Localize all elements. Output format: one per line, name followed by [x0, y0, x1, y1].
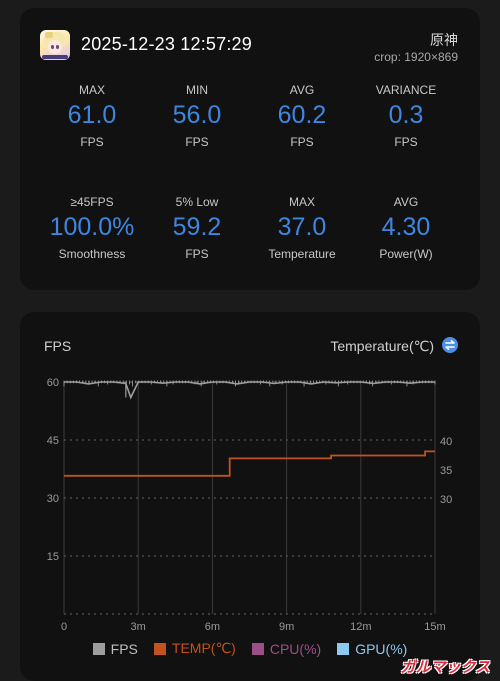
stat-unit: FPS — [80, 135, 104, 149]
game-title: 原神 — [430, 32, 458, 48]
stat-value: 59.2 — [172, 213, 222, 241]
x-tick-label: 3m — [131, 621, 146, 633]
stat-min-fps: MIN 56.0 FPS — [145, 82, 249, 150]
stat-value: 56.0 — [172, 101, 222, 129]
y-left-tick-label: 60 — [47, 377, 59, 389]
stat-label: AVG — [289, 83, 315, 97]
stat-label: MAX — [288, 195, 315, 209]
chart-card: FPS Temperature(℃) 0 3m 6m 9m 12m 15m 15 30 45 60… — [20, 312, 480, 681]
stat-5pct-low: 5% Low 59.2 FPS — [145, 194, 249, 262]
stat-value: 4.30 — [381, 213, 431, 241]
stat-unit: FPS — [185, 247, 209, 261]
x-tick-label: 0 — [61, 621, 67, 633]
x-tick-label: 12m — [350, 621, 371, 633]
legend-swatch — [92, 642, 105, 655]
temperature-series-line — [64, 450, 435, 477]
legend-label: CPU(%) — [269, 640, 322, 657]
legend-label: FPS — [110, 640, 138, 657]
stat-label: ≥45FPS — [70, 195, 114, 209]
stat-value: 60.2 — [277, 101, 327, 129]
x-tick-label: 6m — [205, 621, 220, 633]
legend-label: TEMP(℃) — [171, 640, 236, 656]
y-left-tick-label: 45 — [47, 435, 59, 447]
stat-unit: Power(W) — [379, 247, 433, 261]
stat-variance: VARIANCE 0.3 FPS — [354, 82, 458, 150]
stat-unit: Temperature — [268, 247, 336, 261]
legend-item-temp[interactable]: TEMP(℃) — [153, 640, 236, 657]
stats-card: 2025-12-23 12:57:29 原神 crop: 1920×869 MA… — [20, 8, 480, 290]
stat-max-temperature: MAX 37.0 Temperature — [250, 194, 354, 262]
stat-label: 5% Low — [175, 195, 219, 209]
stat-smoothness: ≥45FPS 100.0% Smoothness — [40, 194, 144, 262]
chart-legend: FPS TEMP(℃) CPU(%) GPU(%) — [20, 640, 480, 657]
stat-value: 100.0% — [49, 213, 135, 241]
swap-icon[interactable] — [442, 337, 458, 353]
y-right-tick-label: 40 — [440, 436, 452, 448]
y-left-tick-label: 15 — [47, 551, 59, 563]
stat-value: 0.3 — [388, 101, 424, 129]
stat-avg-fps: AVG 60.2 FPS — [250, 82, 354, 150]
session-datetime: 2025-12-23 12:57:29 — [81, 34, 252, 54]
stat-avg-power: AVG 4.30 Power(W) — [354, 194, 458, 262]
x-tick-label: 15m — [424, 621, 445, 633]
legend-item-gpu[interactable]: GPU(%) — [337, 640, 407, 657]
stat-unit: FPS — [290, 135, 314, 149]
stat-label: VARIANCE — [375, 83, 437, 97]
legend-swatch — [251, 642, 264, 655]
stat-value: 37.0 — [277, 213, 327, 241]
legend-swatch — [337, 642, 350, 655]
temperature-axis-title[interactable]: Temperature(℃) — [330, 338, 434, 354]
legend-item-fps[interactable]: FPS — [92, 640, 138, 657]
legend-swatch — [153, 642, 166, 655]
fps-temperature-chart: 0 3m 6m 9m 12m 15m 15 30 45 60 30 35 40 — [47, 377, 453, 633]
stat-label: MIN — [186, 83, 208, 97]
stat-unit: FPS — [185, 135, 209, 149]
crop-resolution: crop: 1920×869 — [374, 50, 458, 64]
watermark-logo: ガルマックス — [400, 659, 490, 676]
stat-unit: FPS — [394, 135, 418, 149]
stat-label: MAX — [78, 83, 105, 97]
game-app-icon — [40, 30, 70, 60]
y-right-tick-label: 35 — [440, 465, 452, 477]
stat-unit: Smoothness — [58, 247, 126, 261]
fps-axis-title: FPS — [44, 338, 72, 354]
y-left-tick-label: 30 — [47, 493, 59, 505]
stat-label: AVG — [393, 195, 419, 209]
stat-value: 61.0 — [67, 101, 117, 129]
stat-max-fps: MAX 61.0 FPS — [40, 82, 144, 150]
x-tick-label: 9m — [279, 621, 294, 633]
legend-label: GPU(%) — [355, 640, 408, 657]
y-right-tick-label: 30 — [440, 494, 452, 506]
legend-item-cpu[interactable]: CPU(%) — [251, 640, 322, 657]
fps-series-line — [64, 381, 435, 400]
